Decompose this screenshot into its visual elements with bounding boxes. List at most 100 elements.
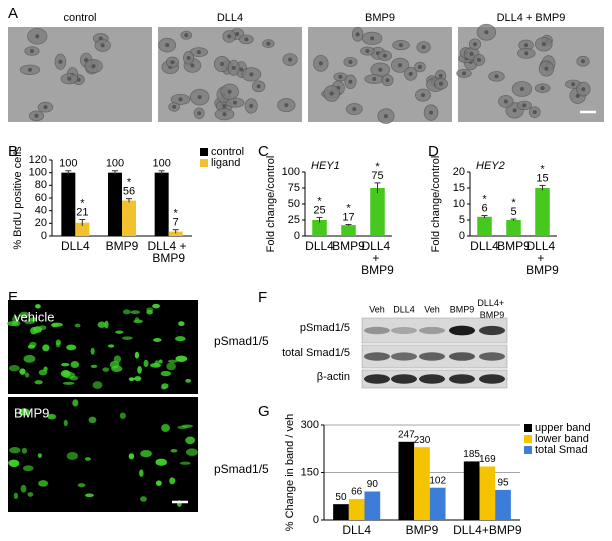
y-tick-label: 300 [301, 419, 319, 431]
cell [23, 354, 36, 363]
cell [175, 355, 188, 362]
nucleus [494, 74, 499, 79]
nucleus [541, 42, 546, 47]
cell [134, 351, 140, 359]
cell [166, 362, 176, 371]
nucleus [35, 34, 40, 39]
cell [128, 377, 135, 382]
cell [20, 484, 27, 493]
legend-swatch [524, 446, 532, 454]
nucleus [284, 103, 289, 108]
error-bar [481, 215, 488, 219]
error-bar [539, 184, 546, 191]
band [449, 325, 475, 336]
nucleus [571, 82, 576, 87]
significance-marker: * [174, 208, 179, 220]
value-label: 56 [123, 186, 135, 198]
cell [84, 457, 91, 461]
nucleus [196, 50, 201, 55]
value-label: 5 [510, 206, 516, 218]
lane-label: BMP9 [450, 304, 475, 314]
band [419, 374, 445, 384]
cell [43, 366, 48, 372]
value-label: 7 [173, 217, 179, 229]
nucleus [288, 57, 293, 62]
nucleus [378, 67, 383, 72]
nucleus [581, 59, 586, 64]
nucleus [383, 114, 388, 119]
x-tick-label: DLL4 [470, 239, 499, 253]
cell [63, 419, 68, 427]
fluorescence-images [6, 300, 198, 512]
cell [134, 317, 140, 322]
cell [13, 492, 19, 499]
legend-label: control [211, 146, 244, 158]
cell [29, 317, 37, 322]
cell [32, 326, 43, 333]
nucleus [544, 66, 549, 71]
bar [364, 491, 381, 520]
cell [8, 365, 20, 372]
cell [128, 453, 135, 460]
cell [90, 364, 98, 368]
value-label: 185 [463, 449, 480, 460]
y-tick-label: 100 [29, 167, 47, 179]
cell [38, 480, 49, 487]
nucleus [84, 58, 89, 63]
cell [55, 339, 62, 345]
nucleus [338, 74, 343, 79]
error-bar [316, 216, 323, 223]
cell [34, 380, 43, 385]
legend-label: upper band [535, 422, 591, 434]
bar [108, 172, 122, 236]
value-label: 15 [536, 172, 548, 184]
cell [146, 310, 153, 315]
x-tick-label: DLL4 + BMP9 [147, 239, 189, 265]
cell [9, 447, 21, 454]
y-axis-label: Fold change/control [265, 156, 277, 253]
value-label: 230 [414, 435, 431, 446]
nucleus [27, 67, 32, 72]
bar [75, 222, 90, 236]
image-label: DLL4 + BMP9 [497, 12, 566, 24]
cell [158, 359, 163, 364]
legend-swatch [200, 148, 208, 156]
cell [42, 344, 50, 352]
nucleus [197, 111, 202, 116]
value-label: 66 [351, 487, 363, 498]
nucleus [227, 34, 232, 39]
nucleus [372, 77, 377, 82]
x-tick-label: BMP9 [406, 523, 439, 537]
nucleus [91, 64, 96, 69]
bar [535, 188, 550, 236]
nucleus [266, 41, 271, 46]
band [391, 352, 417, 361]
y-tick-label: 15 [453, 182, 465, 194]
cell [119, 412, 126, 419]
legend-label: total Smad [535, 444, 588, 456]
panel-letter: C [258, 143, 269, 160]
cell [88, 416, 97, 424]
significance-marker: * [482, 193, 487, 205]
cell [137, 365, 142, 374]
cell [85, 493, 94, 498]
cell [29, 341, 37, 347]
cell [104, 320, 109, 329]
nucleus [438, 81, 443, 86]
nucleus [186, 55, 191, 60]
y-tick-label: 0 [313, 514, 319, 526]
cell [111, 365, 123, 372]
cell [19, 311, 29, 318]
nucleus [222, 104, 227, 109]
cell [8, 459, 20, 468]
cell [154, 360, 160, 367]
cell [140, 449, 152, 458]
bar [122, 200, 136, 236]
panel-letter: A [8, 5, 18, 22]
nucleus [581, 87, 586, 92]
value-label: 21 [76, 206, 88, 218]
nucleus [29, 49, 34, 54]
bar [477, 216, 492, 236]
